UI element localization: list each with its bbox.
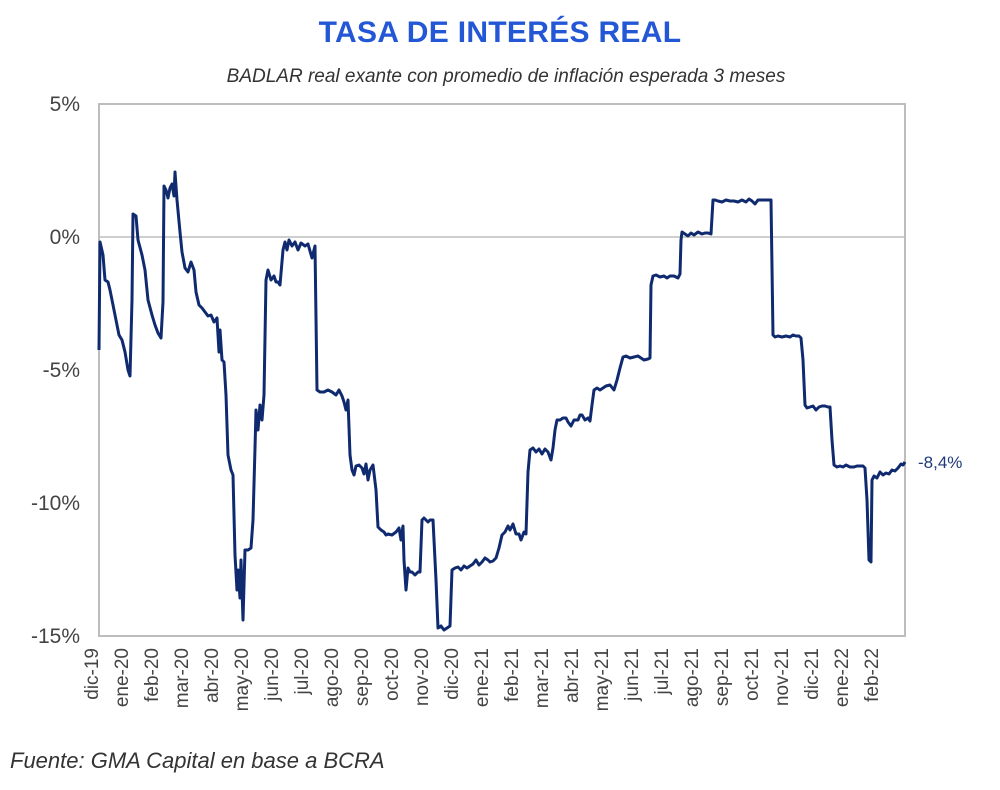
x-tick-label: mar-20 (172, 648, 193, 709)
x-tick-label: feb-22 (862, 648, 883, 702)
x-tick-label: mar-21 (532, 648, 553, 709)
plot-border (98, 103, 906, 637)
x-tick-label: ene-21 (472, 648, 493, 708)
last-value-label: -8,4% (918, 453, 963, 472)
x-tick-label: jul-20 (292, 648, 313, 695)
y-tick-label: 0% (49, 226, 80, 249)
y-tick-label: -15% (30, 625, 80, 648)
x-tick-label: feb-21 (502, 648, 523, 702)
x-tick-label: dic-19 (82, 648, 103, 700)
x-tick-label: oct-20 (382, 648, 403, 701)
y-tick-label: -10% (30, 492, 80, 515)
x-tick-label: jun-21 (622, 648, 643, 701)
data-line (97, 170, 907, 632)
x-tick-label: abr-20 (202, 648, 223, 703)
y-tick-label: 5% (49, 93, 80, 116)
x-tick-label: dic-21 (802, 648, 823, 700)
chart-subtitle: BADLAR real exante con promedio de infla… (226, 66, 786, 87)
x-tick-label: ago-21 (682, 648, 703, 708)
x-tick-label: jul-21 (652, 648, 673, 695)
x-tick-label: nov-21 (772, 648, 793, 707)
x-tick-label: ene-22 (832, 648, 853, 708)
x-tick-label: nov-20 (412, 648, 433, 707)
x-tick-label: abr-21 (562, 648, 583, 703)
x-tick-label: feb-20 (142, 648, 163, 702)
y-tick-label: -5% (42, 359, 80, 382)
x-tick-label: jun-20 (262, 648, 283, 701)
x-tick-label: dic-20 (442, 648, 463, 700)
x-tick-label: oct-21 (742, 648, 763, 701)
x-tick-label: may-20 (232, 648, 253, 712)
x-tick-label: sep-21 (712, 648, 733, 707)
x-tick-label: sep-20 (352, 648, 373, 707)
x-tick-label: ago-20 (322, 648, 343, 708)
source-note: Fuente: GMA Capital en base a BCRA (10, 748, 385, 773)
x-tick-label: may-21 (592, 648, 613, 712)
x-tick-label: ene-20 (112, 648, 133, 708)
chart-title: TASA DE INTERÉS REAL (318, 16, 682, 49)
